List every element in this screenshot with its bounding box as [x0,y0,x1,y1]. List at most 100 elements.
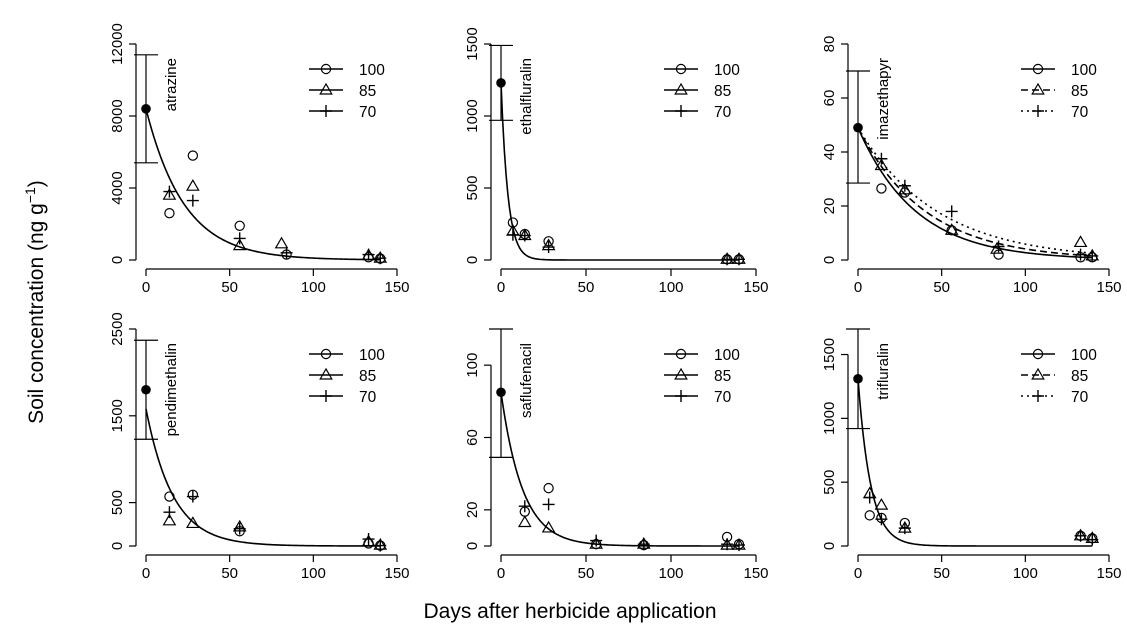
panel-2-point-circle [507,217,519,228]
panel-6-legend-marker [1032,348,1044,360]
panel-3-point-plus [875,152,888,165]
panel-4-initial-point [141,384,151,395]
panel-1-point-triangle [232,238,247,251]
panel-4-point-plus [163,506,176,519]
panel-1-legend-label: 100 [359,62,385,79]
panel-6-herbicide-label: trifluralin [875,343,892,400]
panel-1-point-circle [164,207,175,219]
panel-1-point-plus [163,185,176,198]
panel-1-point-plus [362,248,375,261]
ylabel-unit-close: ) [25,180,48,187]
panel-4-y-tick-label: 2500 [109,312,126,345]
panel-3-legend-marker [1031,82,1045,95]
panel-4-point-circle [164,491,175,502]
panel-1-legend-label: 70 [359,104,377,121]
panel-1-point-circle [187,150,199,161]
panel-6-point-plus [1086,533,1099,546]
panel-5-legend-label: 70 [714,389,732,406]
panel-4-herbicide-label: pendimethalin [163,343,180,436]
panel-2-fit-curve-1 [500,82,739,261]
panel-6-initial-point [853,373,863,384]
panel-3-fit-curve-2 [857,127,1093,257]
panel-4-point-triangle [162,513,177,526]
panel-6-point-plus [898,522,911,535]
panel-4-fit-curve-1 [145,408,381,547]
panel-2-legend-label: 85 [714,83,731,100]
panel-4-point-triangle [186,516,200,529]
panel-5-y-tick-label: 0 [464,542,481,550]
panel-5-legend-marker [675,348,687,360]
panel-2-legend-label: 70 [714,104,732,121]
panel-6-legend-marker [1031,367,1045,380]
ylabel-unit-open: (ng g [25,203,48,251]
panel-2-herbicide-label: ethalfluralin [518,58,535,135]
panel-6-y-tick-label: 0 [821,542,838,550]
panel-3-x-tick-label: 0 [854,279,862,296]
panel-1-y-tick-label: 12000 [109,23,126,65]
panel-3-x-tick-label: 50 [933,279,950,296]
panel-6-y-tick-label: 1500 [821,338,838,371]
panel-4-point-plus [233,522,246,535]
panel-1-atrazine: 0 50 100 150 0 4000 8000 12000 atrazine 100 85 70 [109,23,410,296]
panel-5-x-tick-label: 100 [658,565,683,582]
panel-5-y-tick-label: 20 [464,501,481,518]
panel-4-y-tick-label: 0 [109,542,126,550]
panel-4-point-triangle [361,534,376,547]
panel-6-point-circle [864,510,875,521]
panel-5-y-tick-label: 60 [464,429,481,446]
panel-5-herbicide-label: saflufenacil [518,343,535,418]
panel-3-point-circle [876,183,887,194]
panel-2-x-tick-label: 100 [658,279,683,296]
panel-5-point-plus [518,500,531,513]
panel-6-fit-curve-1 [857,378,1093,547]
panel-2-point-plus [506,228,519,241]
panel-4-legend-label: 85 [359,368,376,385]
panel-5-x-tick-label: 150 [743,565,768,582]
panel-1-point-circle [234,220,245,231]
panel-1-point-triangle [186,179,200,191]
panel-5-point-plus [590,534,603,547]
panel-4-y-tick-label: 1500 [109,399,126,432]
panel-6-y-tick-label: 500 [821,470,838,495]
panel-2-point-plus [733,253,745,266]
panel-6-point-triangle [874,497,889,510]
panel-5-legend-label: 85 [714,368,731,385]
panel-1-y-tick-label: 0 [109,256,126,264]
panel-1-y-tick-label: 8000 [109,99,126,132]
panel-5-x-tick-label: 50 [578,565,595,582]
panel-1-x-tick-label: 100 [301,279,326,296]
ylabel-unit-exponent: −1 [22,187,38,203]
panel-3-y-tick-label: 40 [821,144,838,161]
panel-2-x-tick-label: 0 [497,279,505,296]
panel-3-fit-curve-1 [857,127,1093,259]
panel-5-legend-marker [675,390,687,402]
panel-5-point-triangle [589,536,604,549]
panel-2-legend-marker [674,82,688,95]
panel-3-x-tick-label: 150 [1096,279,1121,296]
panel-3-point-triangle [898,182,912,195]
panel-3-herbicide-label: imazethapyr [875,58,892,140]
panel-1-point-plus [280,246,293,259]
panel-3-legend-label: 70 [1071,104,1089,121]
panel-3-point-triangle [944,223,959,235]
panel-3-legend-label: 100 [1071,62,1097,79]
panel-2-y-tick-label: 0 [464,256,481,264]
panel-2-y-tick-label: 500 [464,175,481,200]
panel-6-x-tick-label: 100 [1013,565,1038,582]
panel-1-fit-curve-1 [145,108,381,261]
panel-5-initial-point [496,387,506,398]
panel-4-point-plus [186,490,199,503]
panel-2-legend-label: 100 [714,62,740,79]
figure-y-axis-label: Soil concentration (ng g−1) [22,180,48,424]
panel-2-initial-point [496,78,506,88]
panel-2-x-tick-label: 150 [743,279,768,296]
panel-3-x-tick-label: 100 [1013,279,1038,296]
panel-3-fit-curve-3 [857,127,1093,254]
panel-3-point-triangle [874,158,889,171]
panel-1-x-tick-label: 0 [142,279,150,296]
panel-6-legend-marker [1032,390,1044,402]
